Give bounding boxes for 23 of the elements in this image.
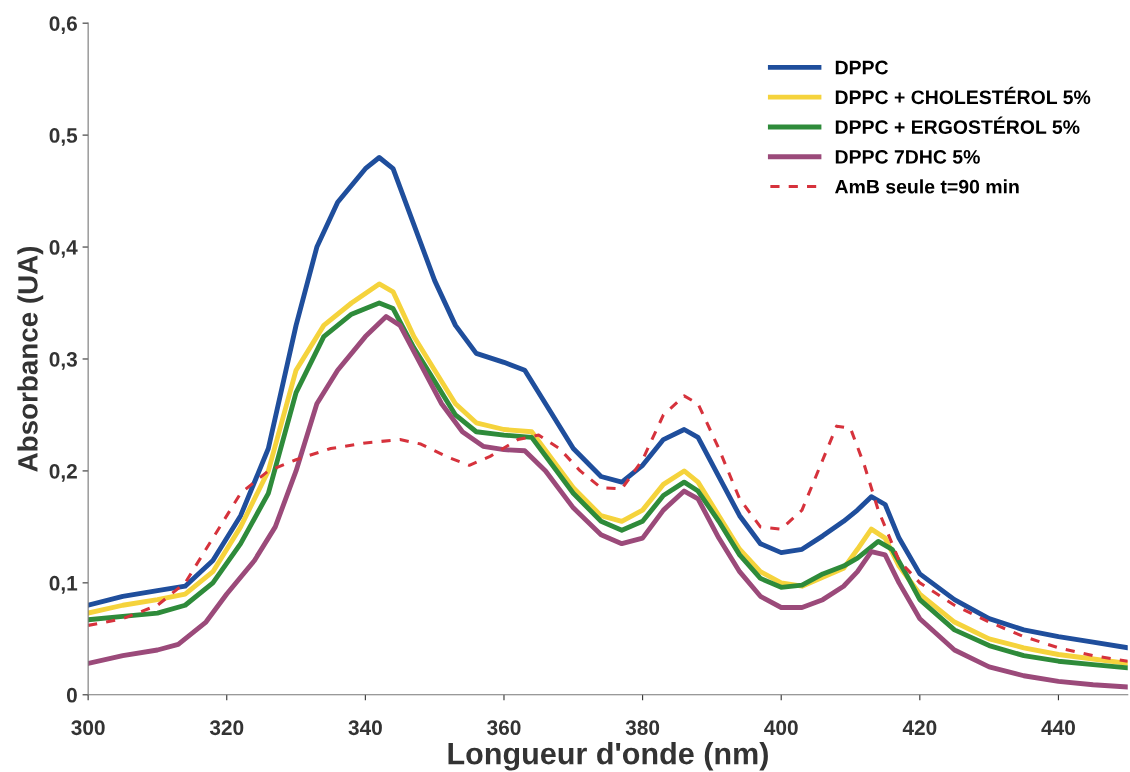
x-tick-label: 340 — [348, 720, 382, 736]
x-tick-label: 380 — [625, 720, 660, 736]
x-tick-label: 400 — [764, 720, 798, 736]
legend-label: DPPC 7DHC 5% — [835, 150, 980, 164]
x-tick-label: 300 — [71, 720, 105, 736]
x-tick-label: 440 — [1041, 720, 1075, 736]
line-series — [88, 394, 1128, 663]
x-axis-title: Longueur d'onde (nm) — [448, 742, 768, 771]
y-tick-label: 0,6 — [49, 16, 77, 34]
x-tick-label: 320 — [209, 720, 244, 736]
x-tick-label: 360 — [487, 720, 521, 736]
y-tick-label: 0 — [66, 687, 77, 703]
legend-label: DPPC + ERGOSTÉROL 5% — [835, 116, 1080, 134]
y-tick-label: 0,2 — [49, 463, 77, 482]
y-tick-label: 0,1 — [49, 575, 78, 594]
y-axis-title: Absorbance (UA) — [17, 246, 44, 472]
y-tick-label: 0,4 — [49, 240, 78, 258]
x-tick-label: 420 — [902, 720, 937, 736]
y-tick-label: 0,3 — [49, 351, 77, 370]
legend-label: AmB seule t=90 min — [835, 179, 1019, 194]
y-tick-label: 0,5 — [49, 128, 78, 146]
legend-label: DPPC + CHOLESTÉROL 5% — [835, 86, 1091, 105]
legend-label: DPPC — [835, 60, 889, 75]
